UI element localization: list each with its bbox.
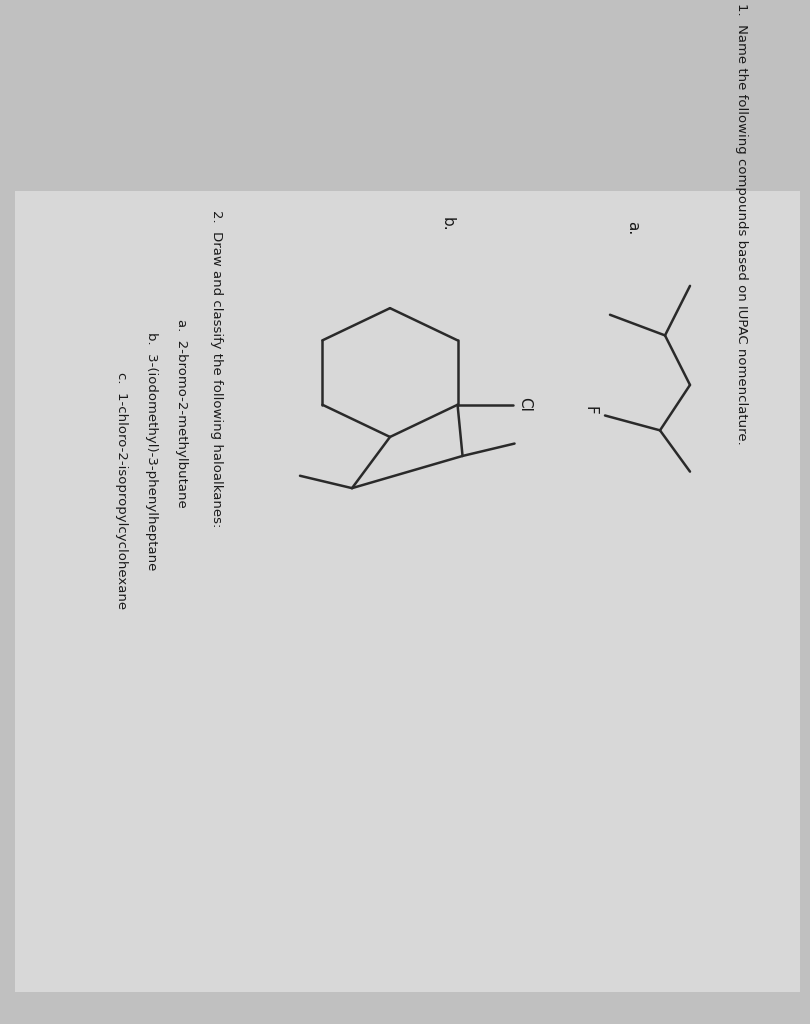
- Text: 1.  Name the following compounds based on IUPAC nomenclature.: 1. Name the following compounds based on…: [735, 3, 748, 444]
- Text: b.: b.: [440, 217, 455, 231]
- Text: Cl: Cl: [518, 397, 532, 413]
- Text: F: F: [582, 407, 598, 415]
- Text: a.  2-bromo-2-methylbutane: a. 2-bromo-2-methylbutane: [175, 319, 188, 508]
- Text: b.  3-(iodomethyl)-3-phenylheptane: b. 3-(iodomethyl)-3-phenylheptane: [145, 332, 158, 570]
- Text: c.  1-chloro-2-isopropylcyclohexane: c. 1-chloro-2-isopropylcyclohexane: [115, 372, 128, 609]
- Text: a.: a.: [625, 221, 640, 236]
- Text: 2.  Draw and classify the following haloalkanes:: 2. Draw and classify the following haloa…: [210, 210, 223, 527]
